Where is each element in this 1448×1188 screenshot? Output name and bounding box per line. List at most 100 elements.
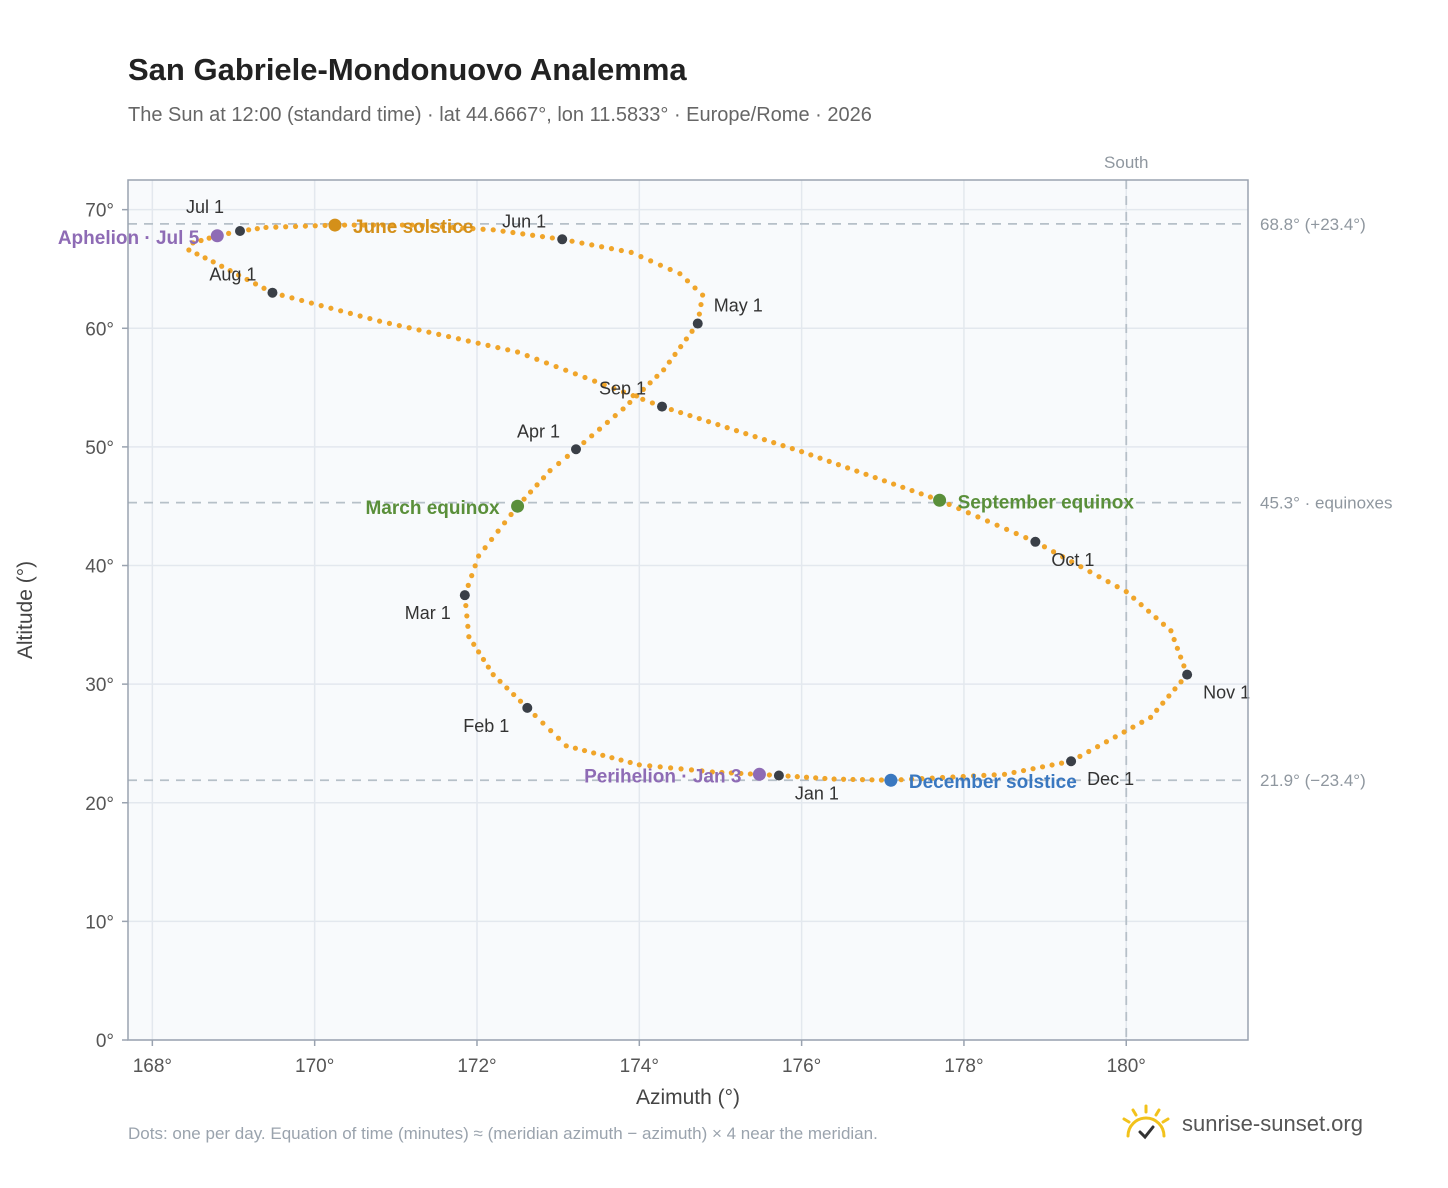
month-marker-dot <box>1030 536 1041 547</box>
daily-sun-dot <box>396 322 402 329</box>
daily-sun-dot <box>799 449 805 455</box>
daily-sun-dot <box>302 223 308 229</box>
daily-sun-dot <box>618 247 624 254</box>
daily-sun-dot <box>869 777 875 783</box>
daily-sun-dot <box>540 475 547 481</box>
brand-name[interactable]: sunrise-sunset.org <box>1182 1111 1363 1136</box>
daily-sun-dot <box>1148 714 1154 720</box>
daily-sun-dot <box>628 249 634 255</box>
daily-sun-dot <box>872 474 878 481</box>
daily-sun-dot <box>672 351 678 357</box>
daily-sun-dot <box>563 367 569 373</box>
chart-title: San Gabriele-Mondonuovo Analemma <box>128 52 687 87</box>
daily-sun-dot <box>581 747 588 754</box>
daily-sun-dot <box>450 224 456 231</box>
plot-background <box>128 180 1248 1040</box>
daily-sun-dot <box>627 759 633 766</box>
meridian-label: South <box>1104 153 1148 172</box>
daily-sun-dot <box>1145 608 1152 614</box>
daily-sun-dot <box>254 226 260 232</box>
event-marker-label: December solstice <box>909 772 1077 793</box>
x-tick-label: 180° <box>1107 1056 1146 1077</box>
daily-sun-dot <box>618 757 624 763</box>
analemma-dots <box>186 222 1190 783</box>
daily-sun-dot <box>596 426 603 432</box>
daily-sun-dot <box>338 308 344 314</box>
daily-sun-dot <box>1078 564 1084 570</box>
daily-sun-dot <box>661 367 667 373</box>
daily-sun-dot <box>640 386 646 392</box>
daily-sun-dot <box>548 728 554 734</box>
x-tick-label: 178° <box>944 1056 983 1077</box>
daily-sun-dot <box>696 311 702 317</box>
daily-sun-dot <box>898 777 904 783</box>
daily-sun-dot <box>347 310 353 316</box>
daily-sun-dot <box>956 505 962 512</box>
daily-sun-dot <box>416 327 422 333</box>
daily-sun-dot <box>589 242 595 248</box>
daily-sun-dot <box>283 224 289 230</box>
daily-sun-dot <box>771 440 777 446</box>
event-marker-dot <box>933 493 947 507</box>
daily-sun-dot <box>419 223 425 229</box>
daily-sun-dot <box>766 772 772 778</box>
daily-sun-dot <box>1171 636 1177 643</box>
month-markers: Jan 1 Feb 1 Mar 1 Apr 1 May 1 Jun 1 Jul 1 Aug 1… <box>186 197 1250 803</box>
daily-sun-dot <box>719 769 725 776</box>
daily-sun-dot <box>549 235 555 241</box>
daily-sun-dot <box>599 244 605 250</box>
daily-sun-dot <box>198 237 204 244</box>
daily-sun-dot <box>572 371 578 377</box>
daily-sun-dot <box>909 487 915 494</box>
daily-sun-dot <box>1154 707 1160 713</box>
daily-sun-dot <box>994 522 1000 528</box>
daily-sun-dot <box>471 641 477 647</box>
brand-logo[interactable]: sunrise-sunset.org <box>1120 1102 1363 1146</box>
daily-sun-dot <box>563 743 569 749</box>
daily-sun-dot <box>1172 686 1178 692</box>
daily-sun-dot <box>464 613 470 619</box>
daily-sun-dot <box>409 222 415 228</box>
daily-sun-dot <box>244 276 250 283</box>
daily-sun-dot <box>817 455 823 461</box>
event-marker-label: March equinox <box>365 498 500 519</box>
daily-sun-dot <box>370 222 377 228</box>
daily-sun-dot <box>939 774 946 781</box>
daily-sun-dot <box>785 773 791 779</box>
daily-sun-dot <box>604 419 610 425</box>
daily-sun-dot <box>592 378 598 384</box>
footnote: Dots: one per day. Equation of time (min… <box>128 1124 878 1143</box>
daily-sun-dot <box>190 240 196 246</box>
daily-sun-dot <box>589 433 595 439</box>
event-marker-label: Perihelion · Jan 3 <box>584 766 741 787</box>
daily-sun-dot <box>532 712 538 719</box>
daily-sun-dot <box>553 363 559 370</box>
x-tick-label: 172° <box>457 1056 496 1077</box>
daily-sun-dot <box>490 227 496 233</box>
daily-sun-dot <box>780 443 786 449</box>
daily-sun-dot <box>210 259 216 265</box>
daily-sun-dot <box>687 412 693 419</box>
daily-sun-dot <box>485 664 491 670</box>
daily-sun-dot <box>361 222 367 228</box>
event-markers: June solstice Aphelion · Jul 5 March equin… <box>58 217 1135 793</box>
daily-sun-dot <box>581 439 587 446</box>
daily-sun-dot <box>569 238 575 244</box>
daily-sun-dot <box>386 320 393 326</box>
daily-sun-dot <box>1041 544 1048 550</box>
daily-sun-dot <box>1094 744 1101 750</box>
daily-sun-dot <box>647 763 653 769</box>
daily-sun-dot <box>600 752 606 758</box>
daily-sun-dot <box>480 226 486 232</box>
x-tick-label: 174° <box>620 1056 659 1077</box>
month-marker-label: Apr 1 <box>517 421 560 441</box>
daily-sun-dot <box>547 468 553 474</box>
daily-sun-dot <box>591 750 597 756</box>
daily-sun-dot <box>705 418 712 425</box>
daily-sun-dot <box>981 772 987 778</box>
daily-sun-dot <box>500 228 506 234</box>
daily-sun-dot <box>1153 615 1159 621</box>
daily-sun-dot <box>699 768 705 774</box>
daily-sun-dot <box>194 251 200 257</box>
daily-sun-dot <box>668 765 674 771</box>
